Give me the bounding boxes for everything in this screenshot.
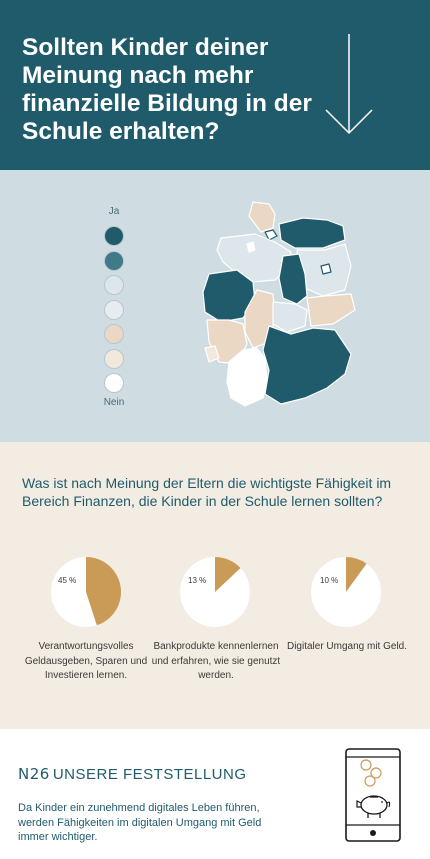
pie-chart-3 bbox=[311, 557, 381, 627]
arrow-down-icon bbox=[325, 34, 373, 135]
scale-dot-1 bbox=[104, 226, 124, 246]
pie-label-1: 45 % bbox=[58, 576, 77, 585]
state-nrw bbox=[202, 269, 256, 323]
pie-chart-2 bbox=[180, 557, 250, 627]
smartphone-piggy-bank-icon bbox=[345, 748, 401, 842]
state-sachsen bbox=[306, 293, 356, 327]
conclusion-text: Da Kinder ein zunehmend digitales Leben … bbox=[18, 802, 262, 843]
pie-caption-2: Bankprodukte kennenlernen und erfahren, … bbox=[151, 641, 281, 681]
state-berlin bbox=[320, 263, 332, 275]
pie-slice bbox=[346, 557, 367, 592]
state-thueringen bbox=[272, 301, 308, 333]
scale-dot-5 bbox=[104, 324, 124, 344]
pie-caption-1: Verantwortungsvolles Geldausgeben, Spare… bbox=[24, 641, 148, 681]
header-banner: Sollten Kinder deiner Meinung nach mehr … bbox=[0, 0, 430, 170]
scale-dot-3 bbox=[104, 275, 124, 295]
state-mecklenburg bbox=[278, 217, 346, 249]
scale-dot-2 bbox=[104, 250, 124, 271]
state-hamburg bbox=[264, 229, 278, 241]
scale-dot-7 bbox=[104, 373, 124, 393]
pie-slice bbox=[215, 557, 241, 592]
state-bremen bbox=[246, 241, 256, 253]
skills-question: Was ist nach Meinung der Eltern die wich… bbox=[22, 475, 392, 509]
state-schleswig-holstein bbox=[248, 201, 276, 233]
scale-top-label: Ja bbox=[108, 206, 120, 217]
pie-chart-1 bbox=[51, 557, 122, 627]
pie-label-2: 13 % bbox=[188, 576, 207, 585]
state-saarland bbox=[204, 345, 220, 363]
state-sachsen-anhalt bbox=[278, 253, 308, 305]
pie-label-3: 10 % bbox=[320, 576, 339, 585]
scale-dot-4 bbox=[104, 299, 124, 320]
n26-logo: N26 bbox=[18, 765, 50, 783]
pie-caption-3: Digitaler Umgang mit Geld. bbox=[286, 641, 408, 652]
pie-slice bbox=[86, 557, 122, 626]
state-bayern bbox=[262, 325, 352, 405]
germany-map bbox=[202, 201, 356, 407]
scale-bottom-label: Nein bbox=[103, 397, 125, 408]
state-bw bbox=[226, 347, 268, 407]
page-title: Sollten Kinder deiner Meinung nach mehr … bbox=[22, 34, 312, 145]
scale-dot-6 bbox=[104, 348, 124, 369]
conclusion-heading: UNSERE FESTSTELLUNG bbox=[52, 765, 247, 783]
brand-row: N26 UNSERE FESTSTELLUNG bbox=[18, 765, 247, 783]
